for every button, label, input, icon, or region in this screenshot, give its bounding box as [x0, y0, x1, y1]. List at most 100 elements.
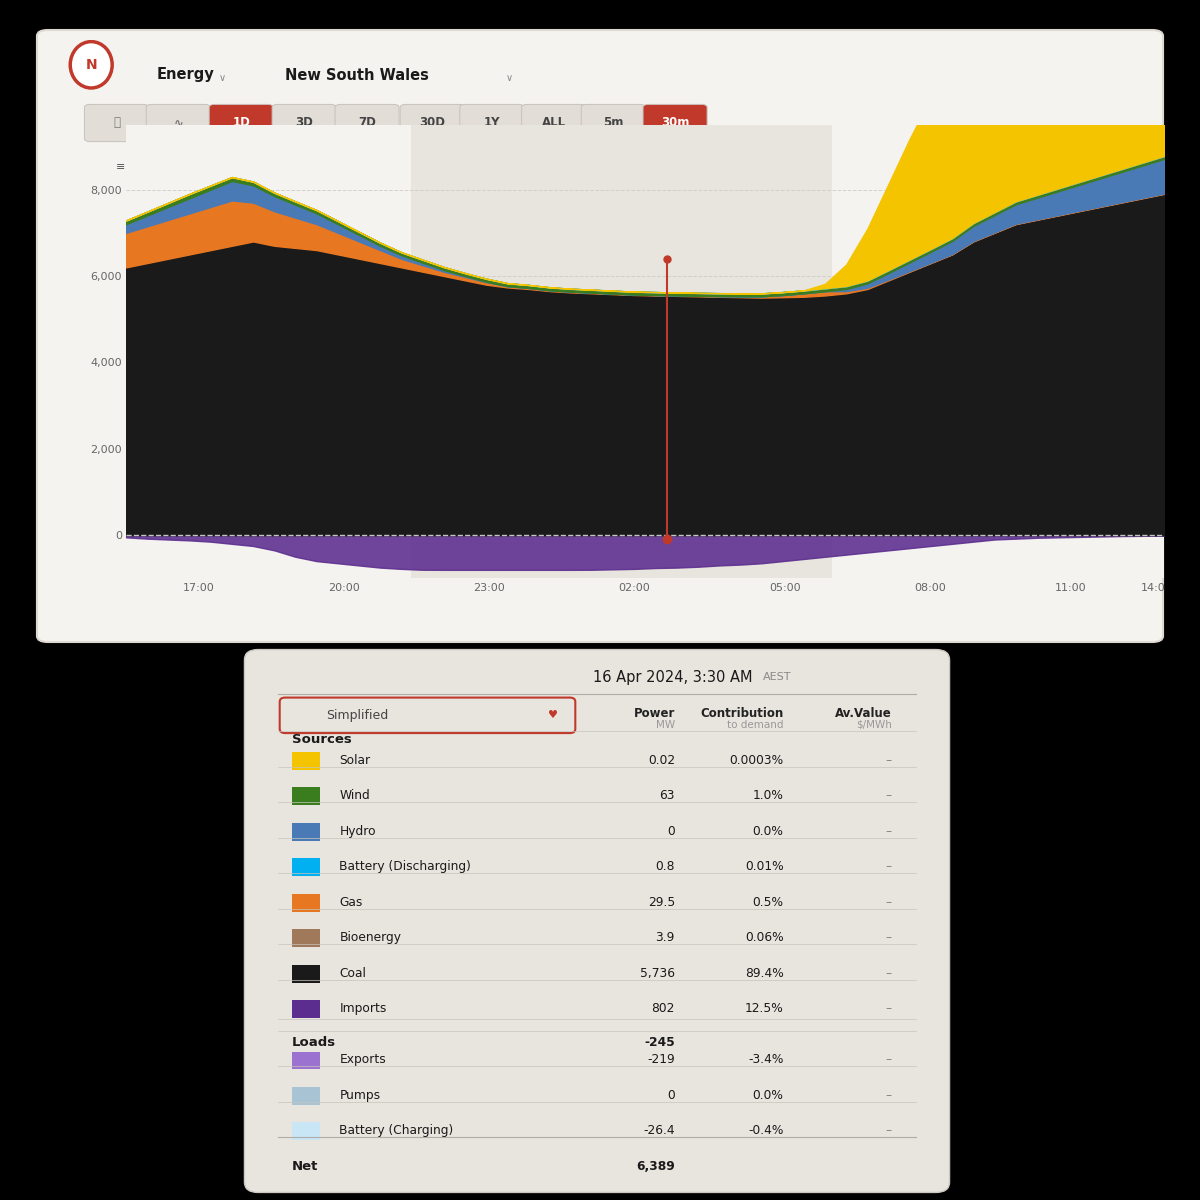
Bar: [292, 752, 320, 769]
FancyBboxPatch shape: [400, 104, 464, 142]
Text: 30m: 30m: [661, 116, 689, 130]
Text: 0.01%: 0.01%: [745, 860, 784, 874]
Text: Energy: Energy: [156, 67, 214, 83]
Text: 1D: 1D: [233, 116, 250, 130]
Text: –: –: [886, 1088, 892, 1102]
Bar: [292, 858, 320, 876]
Text: -0.4%: -0.4%: [748, 1124, 784, 1138]
Text: –: –: [886, 824, 892, 838]
Bar: [412, 112, 593, 587]
Text: 0.06%: 0.06%: [745, 931, 784, 944]
Text: -3.4%: -3.4%: [748, 1054, 784, 1067]
FancyBboxPatch shape: [581, 104, 646, 142]
Bar: [292, 965, 320, 983]
Text: 3D: 3D: [295, 116, 313, 130]
Text: Exports: Exports: [340, 1054, 386, 1067]
Text: Coal 5,736 MW: Coal 5,736 MW: [992, 158, 1066, 169]
Text: 3.9: 3.9: [655, 931, 674, 944]
Text: ALL: ALL: [541, 116, 565, 130]
Text: 63: 63: [660, 790, 674, 803]
Text: 0.02: 0.02: [648, 754, 674, 767]
FancyBboxPatch shape: [146, 104, 210, 142]
Text: Contribution: Contribution: [701, 707, 784, 720]
Text: ≡  Generation MW: ≡ Generation MW: [116, 162, 220, 172]
Text: –: –: [886, 790, 892, 803]
Text: Total 6,389 MW: Total 6,389 MW: [1078, 158, 1163, 169]
Bar: [292, 929, 320, 947]
Text: Solar: Solar: [340, 754, 371, 767]
Text: –: –: [886, 1054, 892, 1067]
Text: Battery (Charging): Battery (Charging): [340, 1124, 454, 1138]
Text: 1Y: 1Y: [484, 116, 500, 130]
Text: 16 Apr 2024, 3:30 AM: 16 Apr 2024, 3:30 AM: [594, 670, 752, 685]
Text: AEST: AEST: [763, 672, 792, 683]
Text: Gas: Gas: [340, 895, 362, 908]
FancyBboxPatch shape: [245, 649, 949, 1193]
Text: 0: 0: [667, 1088, 674, 1102]
FancyBboxPatch shape: [522, 104, 586, 142]
Text: Battery (Discharging): Battery (Discharging): [340, 860, 472, 874]
Text: ∿: ∿: [173, 116, 184, 130]
Text: –: –: [886, 967, 892, 979]
Text: Bioenergy: Bioenergy: [340, 931, 401, 944]
Text: 0: 0: [667, 824, 674, 838]
Text: Sources: Sources: [292, 733, 352, 746]
Bar: [292, 1001, 320, 1018]
Text: -26.4: -26.4: [643, 1124, 674, 1138]
Text: Imports: Imports: [340, 1002, 386, 1015]
Text: 🏳: 🏳: [113, 116, 120, 130]
FancyBboxPatch shape: [209, 104, 274, 142]
Text: Power: Power: [634, 707, 674, 720]
Text: Coal: Coal: [340, 967, 366, 979]
FancyBboxPatch shape: [655, 146, 959, 181]
Text: to demand: to demand: [727, 720, 784, 730]
Circle shape: [71, 42, 112, 88]
Text: –: –: [886, 931, 892, 944]
FancyBboxPatch shape: [643, 104, 707, 142]
Text: Hydro: Hydro: [340, 824, 376, 838]
Text: N: N: [85, 58, 97, 72]
Text: ♥: ♥: [548, 710, 558, 720]
Text: ∨: ∨: [220, 73, 227, 83]
Bar: [292, 1122, 320, 1140]
FancyBboxPatch shape: [280, 697, 575, 733]
Text: –: –: [886, 1124, 892, 1138]
FancyBboxPatch shape: [460, 104, 524, 142]
Text: –: –: [886, 895, 892, 908]
Text: 7D: 7D: [358, 116, 376, 130]
Text: 0.0003%: 0.0003%: [730, 754, 784, 767]
Text: Loads: Loads: [292, 1036, 336, 1049]
Text: –: –: [886, 860, 892, 874]
Bar: [593, 112, 832, 587]
Text: 0.0%: 0.0%: [752, 1088, 784, 1102]
Text: 0.0%: 0.0%: [752, 824, 784, 838]
Bar: [292, 823, 320, 841]
Text: New South Wales: New South Wales: [286, 67, 430, 83]
Text: -245: -245: [644, 1036, 674, 1049]
Text: 1.0%: 1.0%: [752, 790, 784, 803]
Text: 6,389: 6,389: [636, 1160, 674, 1172]
FancyBboxPatch shape: [84, 104, 149, 142]
FancyBboxPatch shape: [335, 104, 400, 142]
FancyBboxPatch shape: [272, 104, 336, 142]
Text: 5,736: 5,736: [640, 967, 674, 979]
FancyBboxPatch shape: [37, 30, 1163, 642]
Text: 16 Apr 2024, 3:30 AM: 16 Apr 2024, 3:30 AM: [748, 158, 860, 169]
Text: –: –: [886, 1002, 892, 1015]
Bar: [292, 894, 320, 912]
Text: 0.8: 0.8: [655, 860, 674, 874]
Text: –: –: [886, 754, 892, 767]
Text: 0.5%: 0.5%: [752, 895, 784, 908]
Bar: [292, 1051, 320, 1069]
Bar: [292, 787, 320, 805]
Text: 29.5: 29.5: [648, 895, 674, 908]
Bar: [292, 1087, 320, 1105]
Text: 12.5%: 12.5%: [745, 1002, 784, 1015]
Text: ∨: ∨: [506, 73, 514, 83]
Text: Av.Value: Av.Value: [835, 707, 892, 720]
Text: MW: MW: [656, 720, 674, 730]
Text: ■: ■: [970, 158, 979, 169]
Text: $/MWh: $/MWh: [856, 720, 892, 730]
Text: Wind: Wind: [340, 790, 370, 803]
Text: 89.4%: 89.4%: [745, 967, 784, 979]
